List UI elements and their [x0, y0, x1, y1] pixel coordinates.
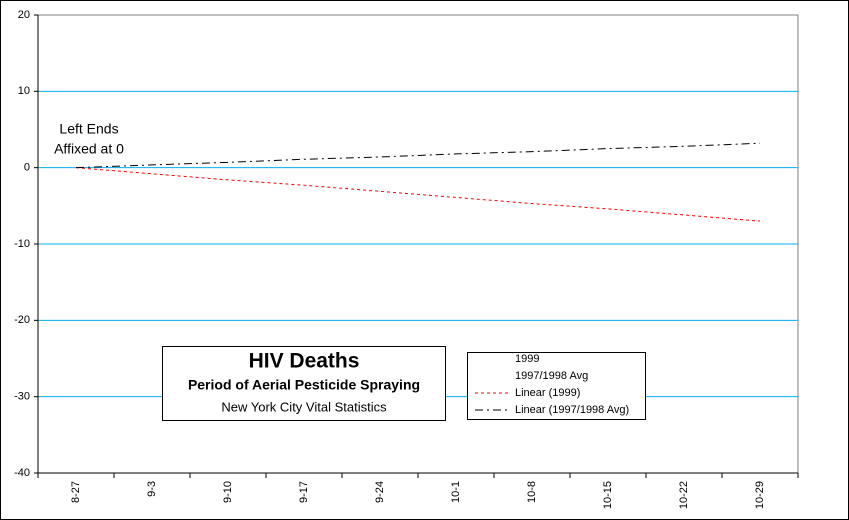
annotation: Left Ends	[59, 121, 118, 137]
y-tick-label: 10	[18, 85, 30, 97]
legend-label: Linear (1997/1998 Avg)	[515, 404, 629, 416]
chart-subtitle: Period of Aerial Pesticide Spraying	[188, 377, 420, 393]
y-tick-label: -40	[14, 467, 30, 479]
y-tick-label: -10	[14, 238, 30, 250]
x-tick-label: 10-15	[602, 481, 614, 509]
x-tick-label: 10-1	[450, 481, 462, 503]
legend-label: Linear (1999)	[515, 387, 580, 399]
series-line	[75, 142, 761, 169]
legend	[467, 352, 646, 420]
legend-label: 1999	[515, 353, 539, 365]
chart-source: New York City Vital Statistics	[221, 399, 387, 414]
x-tick-label: 10-22	[678, 481, 690, 509]
annotation: Affixed at 0	[54, 141, 124, 157]
x-tick-label: 9-10	[222, 481, 234, 503]
y-tick-label: -20	[14, 314, 30, 326]
x-tick-label: 9-3	[146, 481, 158, 497]
series-line	[75, 167, 761, 222]
x-tick-label: 8-27	[70, 481, 82, 503]
x-tick-label: 9-17	[298, 481, 310, 503]
x-tick-label: 9-24	[374, 481, 386, 503]
y-tick-label: 20	[18, 9, 30, 21]
title-box	[162, 346, 446, 421]
x-tick-label: 10-8	[526, 481, 538, 503]
x-tick-label: 10-29	[754, 481, 766, 509]
y-tick-label: -30	[14, 391, 30, 403]
chart-title: HIV Deaths	[249, 350, 360, 373]
y-tick-label: 0	[24, 162, 30, 174]
legend-label: 1997/1998 Avg	[515, 370, 588, 382]
